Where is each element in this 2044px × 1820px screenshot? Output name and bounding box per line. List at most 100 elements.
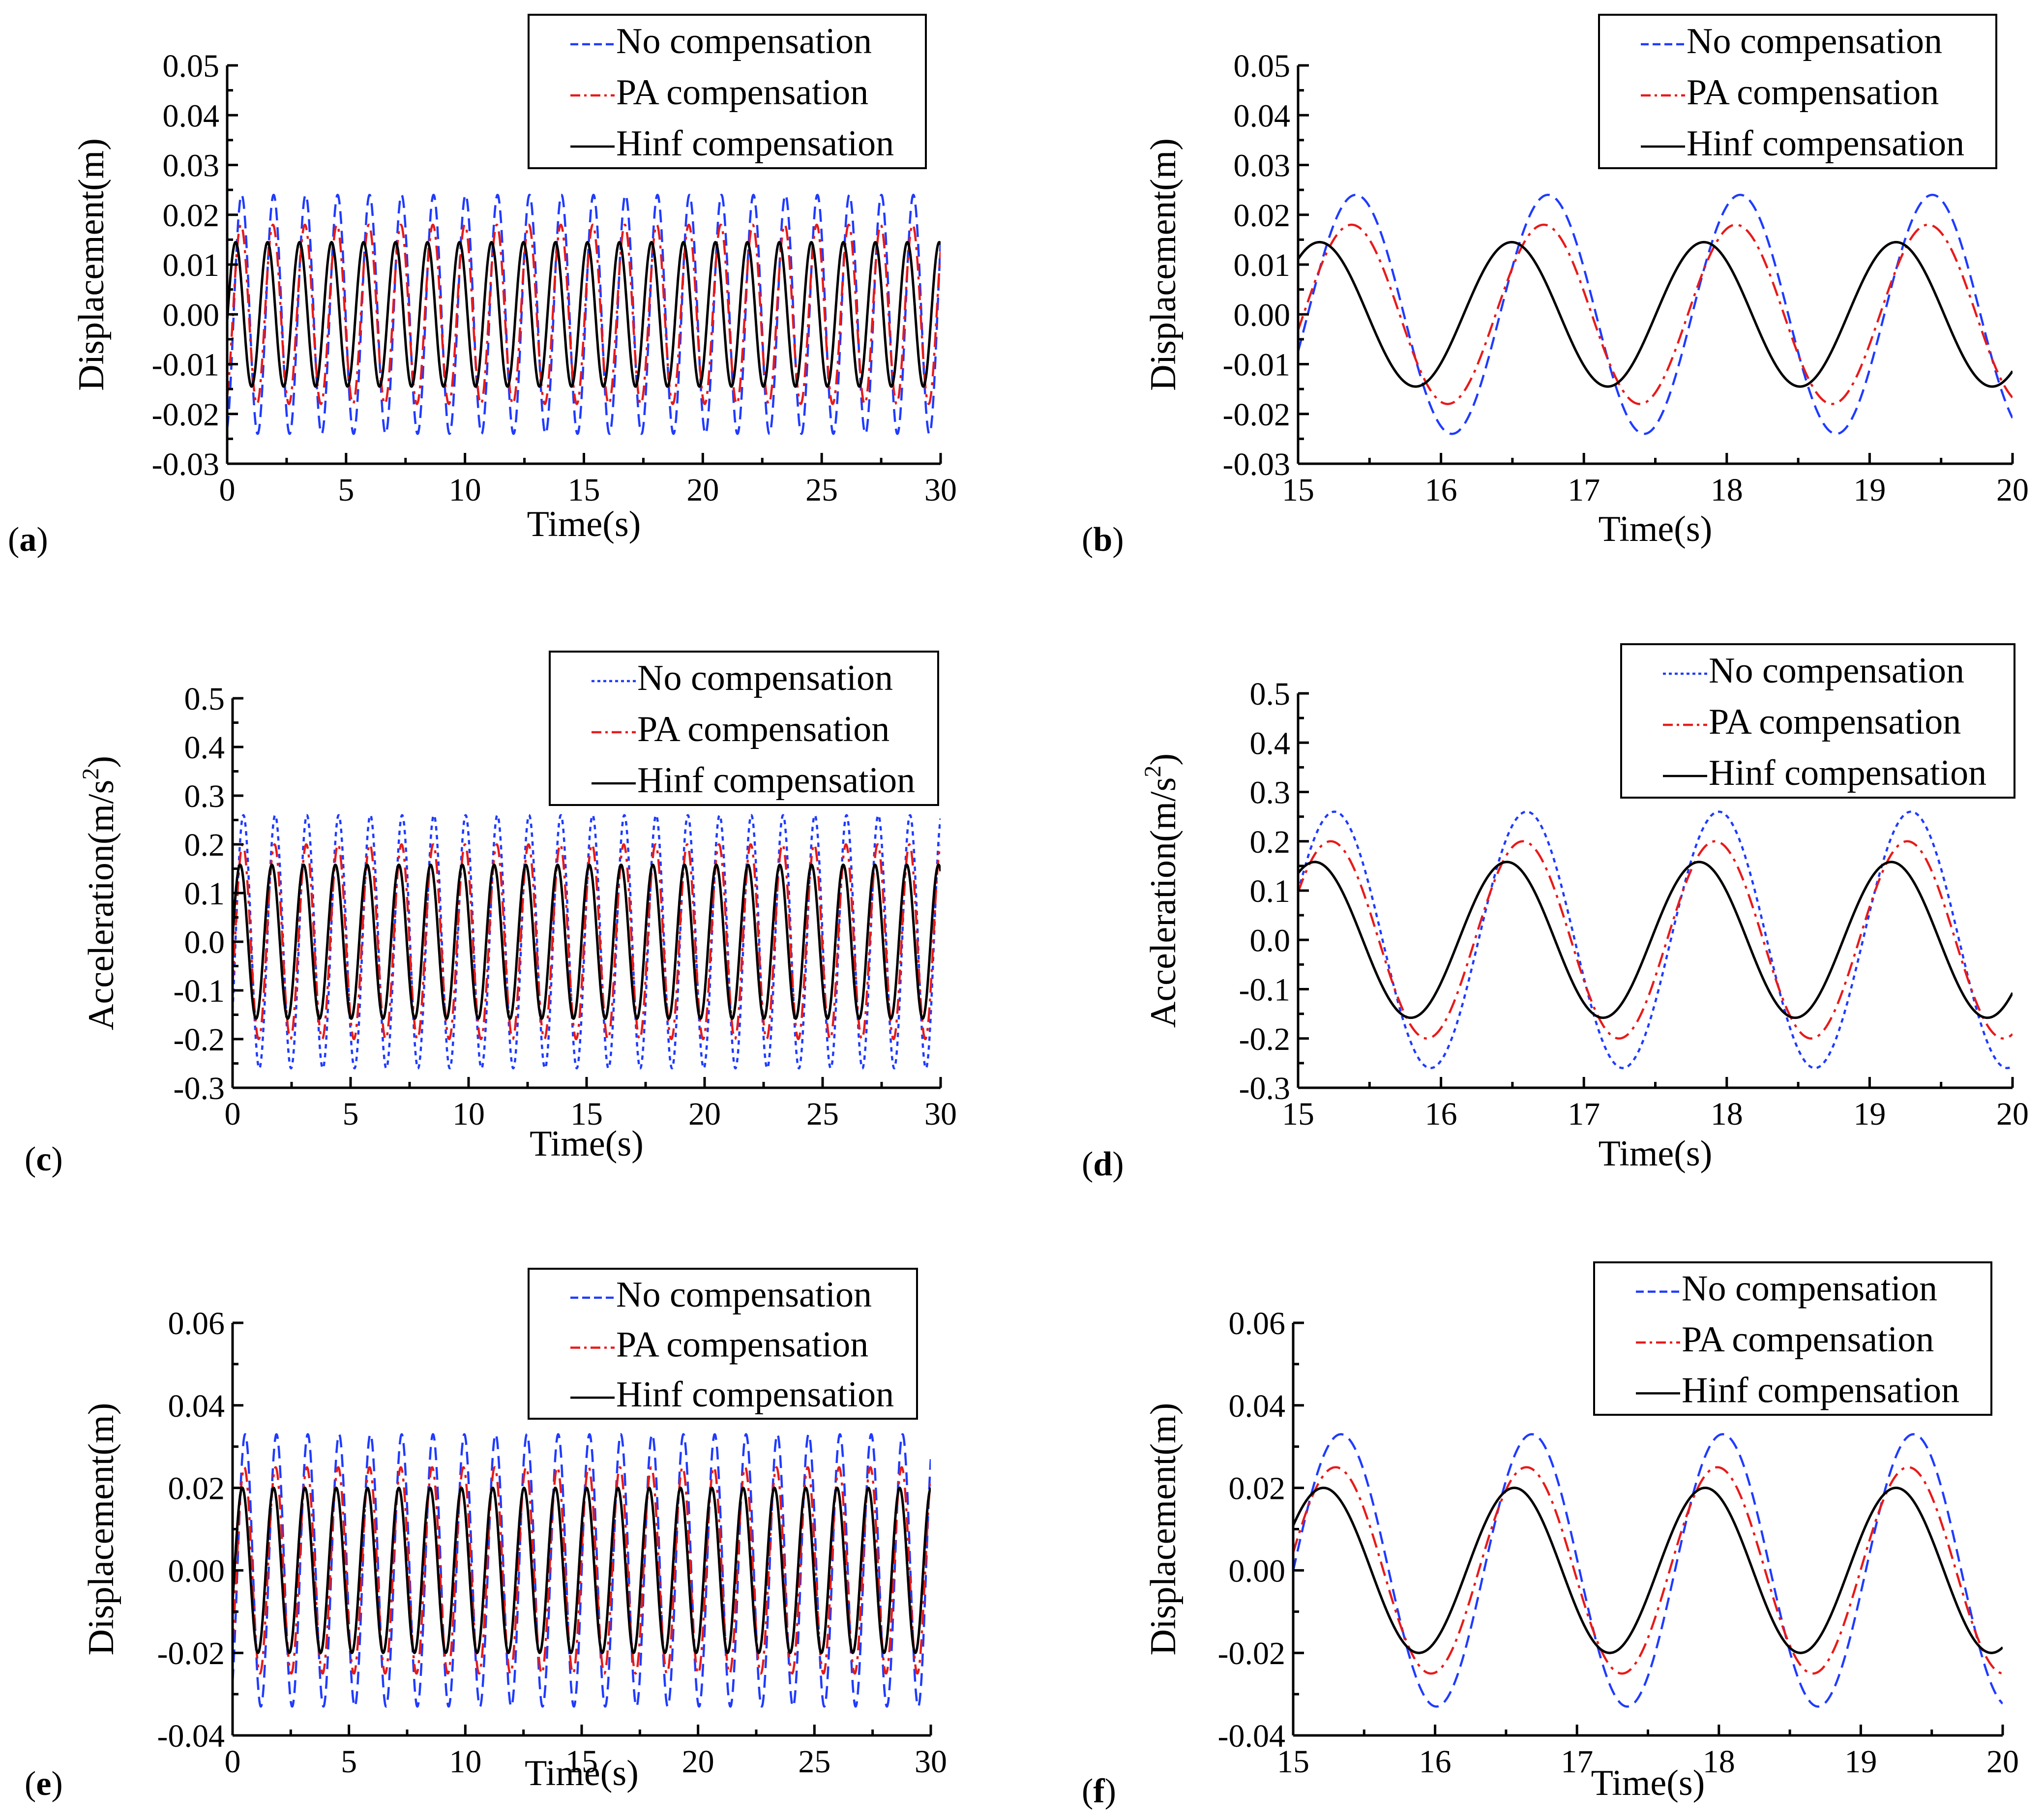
legend-label-3: Hinf compensation [616,1374,894,1415]
x-tick-label: 15 [565,1744,598,1780]
legend: No compensation PA compensation Hinf compe… [1620,643,2015,799]
legend-label-1: No compensation [616,1275,872,1315]
x-tick-label: 15 [1277,1744,1309,1780]
x-tick-label: 18 [1711,472,1743,508]
legend-box [1620,643,2015,799]
y-tick-label: 0.00 [1234,297,1291,333]
chart-panel-b: -0.03 -0.02 -0.01 0.00 0.01 0.02 0.03 0.04 0.05 1… [1082,14,2029,559]
x-tick-label: 5 [341,1744,357,1780]
panel-label-letter: d [1093,1145,1112,1183]
x-tick-label: 20 [688,1096,721,1132]
series-line-3 [227,240,941,388]
y-tick-label: 0.3 [1250,775,1291,811]
panel-label-letter: b [1093,521,1112,559]
y-tick-label: -0.2 [174,1022,225,1058]
panel-label-open: ( [25,1765,36,1803]
legend-label-2: PA compensation [616,72,868,113]
series-line-3 [233,864,941,1020]
y-axis-title-main: Displacement(m) [71,138,112,391]
legend-label-2: PA compensation [637,709,889,749]
y-axis-title-end: ) [81,756,121,768]
y-tick-label: 0.06 [168,1306,225,1342]
y-tick-label: 0.5 [184,681,225,717]
x-tick-label: 30 [924,472,957,508]
panel-label-letter: e [36,1765,51,1803]
legend: No compensation PA compensation Hinf compe… [528,1268,918,1420]
x-tick-label: 15 [568,472,600,508]
y-tick-label: 0.01 [163,247,220,283]
y-axis-title-main: Displacement(m) [81,1403,121,1656]
series-line-2 [227,223,941,405]
y-tick-label: 0.03 [163,148,220,184]
x-tick-label: 5 [343,1096,359,1132]
y-axis-title-superscript: 2 [1140,766,1166,777]
y-tick-label: -0.02 [157,1636,225,1671]
panel-label-letter: a [19,521,36,559]
y-tick-label: 0.0 [1250,923,1291,958]
chart-panel-a: -0.03 -0.02 -0.01 0.00 0.01 0.02 0.03 0.04 0.05 0… [8,14,957,559]
legend-label-1: No compensation [1709,651,1964,691]
x-tick-label: 20 [686,472,719,508]
x-tick-label: 30 [924,1096,957,1132]
legend-label-1: No compensation [1682,1269,1937,1309]
plot-area [1298,810,2013,1070]
chart-panel-d: -0.3 -0.2 -0.1 0.0 0.1 0.2 0.3 0.4 0.5 15 16 17 18 19… [1082,643,2029,1183]
y-tick-label: 0.06 [1229,1306,1286,1342]
panel-label-close: ) [36,521,48,559]
panel-label-open: ( [1082,521,1093,559]
legend-label-3: Hinf compensation [1709,753,1986,793]
y-axis-title-main: Acceleration(m/s [1143,777,1184,1028]
x-tick-label: 19 [1853,472,1886,508]
x-tick-label: 16 [1425,1096,1457,1132]
panel-label: (b) [1082,521,1124,559]
panel-label-open: ( [25,1140,36,1178]
legend-label-1: No compensation [1687,21,1942,61]
x-tick-label: 17 [1561,1744,1593,1780]
legend-box [528,14,927,169]
x-axis-title: Time(s) [1591,1763,1705,1803]
x-tick-label: 25 [805,472,838,508]
panel-label: (a) [8,521,48,559]
x-tick-label: 16 [1425,472,1457,508]
x-tick-label: 0 [225,1744,241,1780]
x-tick-label: 20 [1996,472,2029,508]
panel-label-open: ( [1082,1145,1093,1183]
legend-label-2: PA compensation [1682,1319,1934,1360]
legend-label-3: Hinf compensation [637,760,915,801]
y-tick-label: 0.04 [1234,98,1291,134]
y-tick-label: 0.02 [163,198,220,234]
x-axis-title: Time(s) [527,504,641,544]
legend: No compensation PA compensation Hinf compe… [549,651,939,806]
y-tick-label: 0.00 [168,1553,225,1589]
y-tick-label: -0.04 [157,1718,225,1754]
panel-label: (d) [1082,1145,1124,1183]
panel-label: (e) [25,1765,63,1803]
x-axis-title: Time(s) [530,1124,644,1164]
panel-label-open: ( [8,521,19,559]
legend-box [1598,14,1997,169]
x-tick-label: 15 [1282,1096,1314,1132]
x-tick-label: 25 [798,1744,830,1780]
y-axis-title: Acceleration(m/s2) [1140,753,1184,1028]
y-tick-label: -0.02 [1223,397,1290,433]
y-axis-title: Displacement(m) [1143,1403,1184,1656]
y-tick-label: -0.01 [1223,347,1290,383]
legend-label-2: PA compensation [1687,72,1939,113]
x-tick-label: 19 [1853,1096,1886,1132]
y-tick-label: 0.04 [168,1388,225,1424]
chart-panel-c: -0.3 -0.2 -0.1 0.0 0.1 0.2 0.3 0.4 0.5 0 5 10 15 20 25… [25,651,957,1178]
y-tick-label: 0.04 [1229,1388,1286,1424]
x-axis-title: Time(s) [525,1753,639,1793]
y-axis-title-superscript: 2 [78,768,104,780]
y-tick-label: 0.1 [184,876,225,912]
x-tick-label: 19 [1844,1744,1877,1780]
legend-box [1593,1261,1992,1416]
chart-panel-f: -0.04 -0.02 0.00 0.02 0.04 0.06 15 16 17 18 19 20 Ti… [1082,1261,2019,1810]
legend-label-1: No compensation [616,21,872,61]
plot-area [233,1433,931,1708]
y-tick-label: 0.01 [1234,247,1291,283]
y-axis-title: Displacement(m) [1143,138,1184,391]
y-tick-label: -0.04 [1218,1718,1285,1754]
y-tick-label: 0.00 [1229,1553,1286,1589]
x-tick-label: 10 [452,1096,485,1132]
